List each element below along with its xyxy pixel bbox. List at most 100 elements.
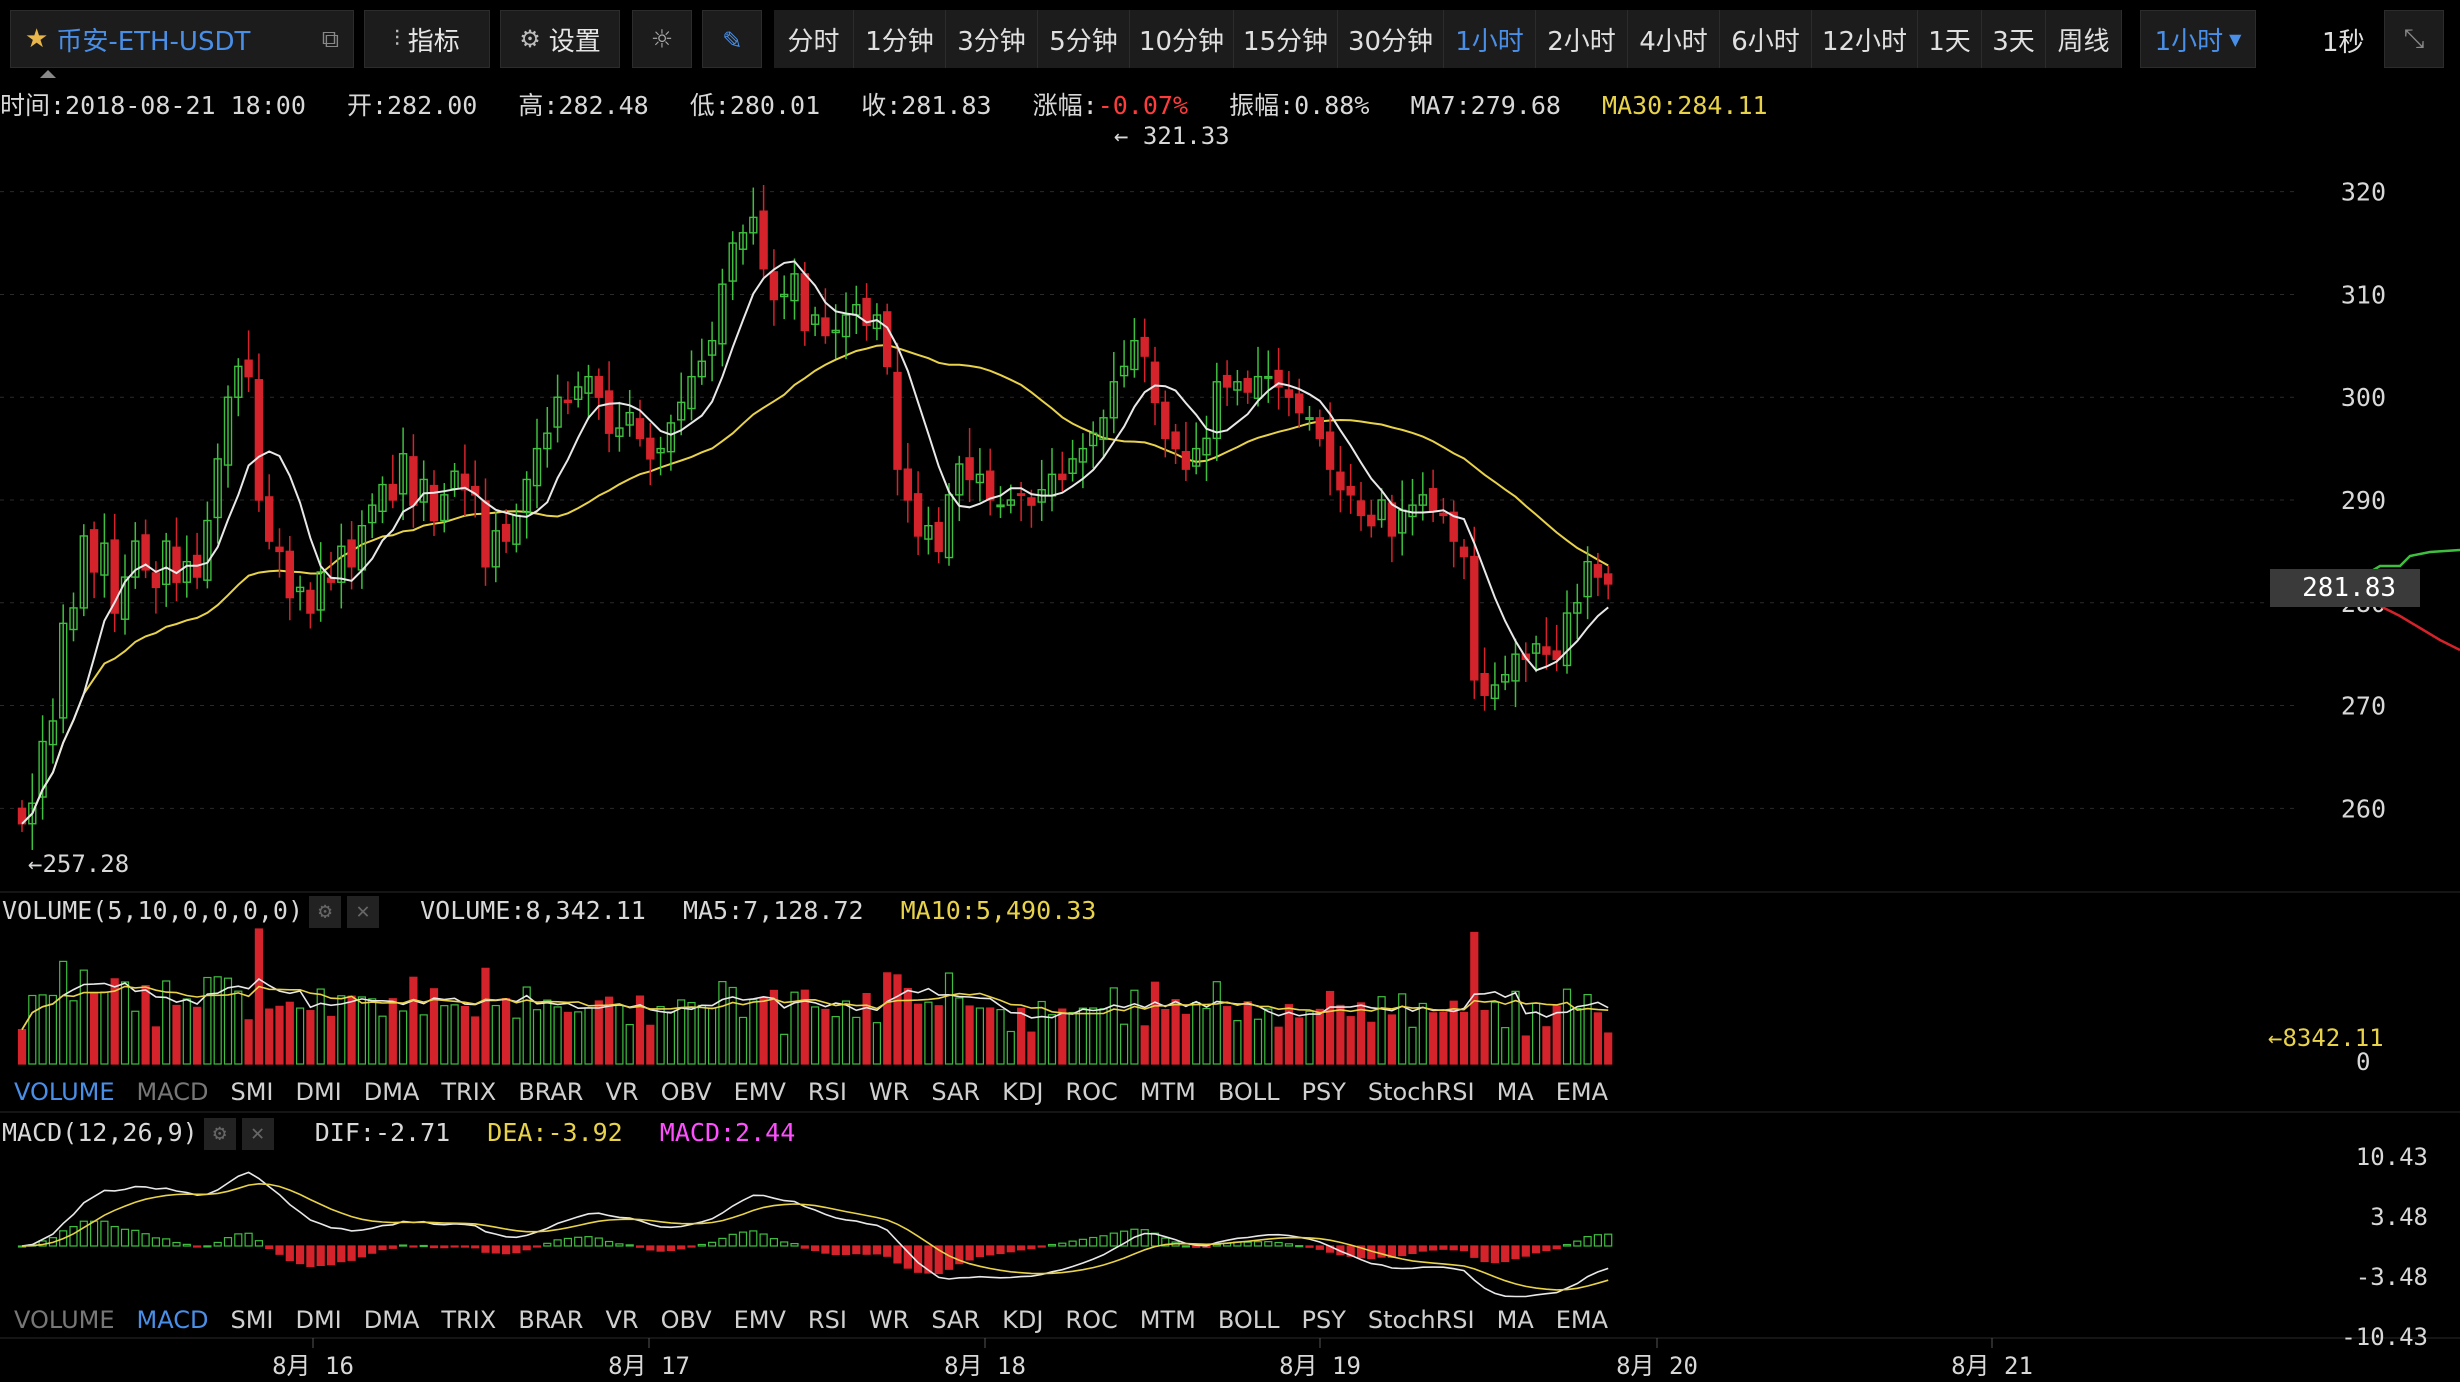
- indicator-tab-volume[interactable]: VOLUME: [14, 1078, 115, 1106]
- indicator-tab-trix[interactable]: TRIX: [441, 1306, 497, 1334]
- macd-close-icon[interactable]: ✕: [241, 1118, 274, 1150]
- volume-bar: [326, 1015, 336, 1065]
- timeframe-14[interactable]: 周线: [2046, 10, 2122, 68]
- indicator-tab-rsi[interactable]: RSI: [807, 1306, 847, 1334]
- indicator-tab-volume[interactable]: VOLUME: [14, 1306, 115, 1334]
- indicator-tab-stochrsi[interactable]: StochRSI: [1367, 1078, 1475, 1106]
- indicator-tab-dmi[interactable]: DMI: [295, 1306, 342, 1334]
- volume-bar: [1037, 1000, 1046, 1065]
- timeframe-10[interactable]: 6小时: [1720, 10, 1812, 68]
- date-label: 8月 21: [1951, 1352, 2033, 1380]
- volume-bar: [1521, 1035, 1530, 1065]
- candle-body: [368, 504, 377, 524]
- timeframe-0[interactable]: 分时: [774, 10, 854, 68]
- indicator-tab-ma[interactable]: MA: [1496, 1078, 1534, 1106]
- volume-bar: [1562, 988, 1572, 1065]
- indicator-tab-dma[interactable]: DMA: [363, 1306, 420, 1334]
- macd-bar: [1047, 1243, 1057, 1247]
- candle-body: [1603, 573, 1613, 585]
- timeframe-13[interactable]: 3天: [1982, 10, 2046, 68]
- timeframe-9[interactable]: 4小时: [1628, 10, 1720, 68]
- indicator-tab-stochrsi[interactable]: StochRSI: [1367, 1306, 1475, 1334]
- indicator-tab-psy[interactable]: PSY: [1301, 1078, 1346, 1106]
- fullscreen-button[interactable]: ⤡: [2384, 10, 2444, 68]
- indicator-tab-psy[interactable]: PSY: [1301, 1306, 1346, 1334]
- symbol-selector[interactable]: ★ 币安-ETH-USDT ⧉: [10, 10, 354, 68]
- timeframe-5[interactable]: 15分钟: [1234, 10, 1338, 68]
- indicator-tab-obv[interactable]: OBV: [660, 1078, 712, 1106]
- settings-button[interactable]: ⚙ 设置: [500, 10, 620, 68]
- indicator-tab-roc[interactable]: ROC: [1065, 1078, 1118, 1106]
- indicator-tab-kdj[interactable]: KDJ: [1002, 1078, 1044, 1106]
- star-icon[interactable]: ★: [25, 24, 49, 54]
- indicator-tab-trix[interactable]: TRIX: [441, 1078, 497, 1106]
- macd-bar: [1562, 1243, 1572, 1247]
- indicator-tab-ema[interactable]: EMA: [1555, 1078, 1609, 1106]
- candle-body: [934, 521, 943, 553]
- volume-bar: [1016, 1007, 1026, 1065]
- drawing-tool-button[interactable]: ✎: [702, 10, 762, 68]
- popout-icon[interactable]: ⧉: [321, 25, 339, 53]
- timeframe-7[interactable]: 1小时: [1444, 10, 1536, 68]
- timeframe-8[interactable]: 2小时: [1536, 10, 1628, 68]
- macd-bar: [1078, 1238, 1088, 1247]
- indicator-tab-brar[interactable]: BRAR: [518, 1306, 584, 1334]
- indicator-tab-sar[interactable]: SAR: [931, 1078, 981, 1106]
- macd-settings-icon[interactable]: ⚙: [203, 1118, 236, 1150]
- volume-bar: [635, 995, 645, 1065]
- indicator-tab-roc[interactable]: ROC: [1065, 1306, 1118, 1334]
- refresh-rate[interactable]: 1秒: [2322, 22, 2365, 59]
- timeframe-4[interactable]: 10分钟: [1130, 10, 1234, 68]
- indicator-tab-smi[interactable]: SMI: [230, 1306, 274, 1334]
- dropdown-caret: [40, 70, 56, 78]
- macd-bar: [522, 1245, 531, 1251]
- timeframe-11[interactable]: 12小时: [1812, 10, 1918, 68]
- indicator-tab-rsi[interactable]: RSI: [807, 1078, 847, 1106]
- indicator-tab-dmi[interactable]: DMI: [295, 1078, 342, 1106]
- price-tick-260: 260: [2341, 794, 2386, 823]
- gear-icon: ⚙: [519, 25, 541, 53]
- macd-bar: [677, 1245, 686, 1250]
- indicator-tab-kdj[interactable]: KDJ: [1002, 1306, 1044, 1334]
- indicator-tabs-volume: VOLUME MACD SMI DMI DMA TRIX BRAR VR OBV EMV RSI WR…: [14, 1078, 1630, 1106]
- candle-body: [1222, 374, 1232, 388]
- indicator-tab-mtm[interactable]: MTM: [1139, 1078, 1196, 1106]
- theme-toggle-button[interactable]: ☼: [632, 10, 692, 68]
- indicators-button[interactable]: ⫶ 指标: [364, 10, 490, 68]
- indicator-tab-mtm[interactable]: MTM: [1139, 1306, 1196, 1334]
- candle-body: [1531, 643, 1541, 654]
- date-label: 8月 19: [1279, 1352, 1361, 1380]
- volume-close-icon[interactable]: ✕: [347, 896, 380, 928]
- indicator-tab-vr[interactable]: VR: [605, 1078, 639, 1106]
- indicator-tab-sar[interactable]: SAR: [931, 1306, 981, 1334]
- indicator-tab-emv[interactable]: EMV: [733, 1078, 786, 1106]
- indicator-tab-vr[interactable]: VR: [605, 1306, 639, 1334]
- indicator-tab-obv[interactable]: OBV: [660, 1306, 712, 1334]
- timeframe-6[interactable]: 30分钟: [1338, 10, 1444, 68]
- indicator-tab-boll[interactable]: BOLL: [1217, 1306, 1280, 1334]
- indicator-tab-ema[interactable]: EMA: [1555, 1306, 1609, 1334]
- volume-bar: [1140, 1025, 1149, 1065]
- indicator-tab-macd[interactable]: MACD: [136, 1078, 209, 1106]
- timeframe-dropdown[interactable]: 1小时 ▼: [2140, 10, 2256, 68]
- indicator-tab-boll[interactable]: BOLL: [1217, 1078, 1280, 1106]
- timeframe-3[interactable]: 5分钟: [1038, 10, 1130, 68]
- indicator-tab-wr[interactable]: WR: [868, 1306, 910, 1334]
- indicator-tab-dma[interactable]: DMA: [363, 1078, 420, 1106]
- timeframe-1[interactable]: 1分钟: [854, 10, 946, 68]
- macd-bar: [1480, 1245, 1489, 1263]
- indicator-tab-wr[interactable]: WR: [868, 1078, 910, 1106]
- chevron-down-icon: ▼: [2229, 29, 2242, 49]
- last-price-tag[interactable]: 281.83: [2270, 569, 2420, 607]
- volume-settings-icon[interactable]: ⚙: [309, 896, 342, 928]
- indicator-tab-ma[interactable]: MA: [1496, 1306, 1534, 1334]
- indicator-tab-emv[interactable]: EMV: [733, 1306, 786, 1334]
- timeframe-12[interactable]: 1天: [1918, 10, 1982, 68]
- indicator-tab-brar[interactable]: BRAR: [518, 1078, 584, 1106]
- indicator-tab-smi[interactable]: SMI: [230, 1078, 274, 1106]
- indicator-tab-macd[interactable]: MACD: [136, 1306, 209, 1334]
- candle-body: [1562, 612, 1572, 667]
- candle-body: [1109, 381, 1119, 419]
- timeframe-2[interactable]: 3分钟: [946, 10, 1038, 68]
